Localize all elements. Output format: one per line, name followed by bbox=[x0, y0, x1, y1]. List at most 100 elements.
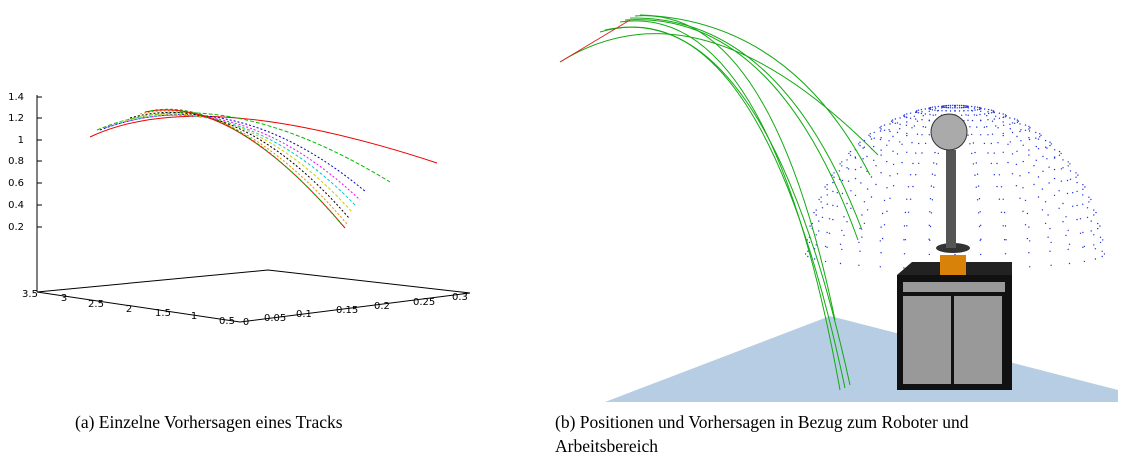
dome-point bbox=[1080, 233, 1081, 234]
dome-point bbox=[820, 201, 821, 202]
dome-point bbox=[961, 115, 962, 116]
dome-point bbox=[988, 113, 989, 114]
dome-point bbox=[899, 141, 900, 142]
dome-point bbox=[1062, 203, 1063, 204]
dome-point bbox=[1088, 197, 1089, 198]
dome-point bbox=[972, 110, 973, 111]
dome-point bbox=[950, 110, 951, 111]
dome-point bbox=[827, 204, 828, 205]
dome-point bbox=[963, 107, 964, 108]
dome-point bbox=[997, 142, 998, 143]
dome-point bbox=[809, 242, 810, 243]
dome-point bbox=[846, 159, 847, 160]
dome-point bbox=[859, 228, 860, 229]
dome-point bbox=[1007, 144, 1008, 145]
dome-point bbox=[859, 251, 860, 252]
dome-point bbox=[841, 230, 842, 231]
dome-point bbox=[984, 127, 985, 128]
dome-point bbox=[1050, 265, 1051, 266]
dome-point bbox=[905, 212, 906, 213]
dome-point bbox=[1020, 140, 1021, 141]
dome-point bbox=[980, 111, 981, 112]
dome-point bbox=[1082, 184, 1083, 185]
caption-a: (a) Einzelne Vorhersagen eines Tracks bbox=[75, 412, 343, 433]
dome-point bbox=[1082, 204, 1083, 205]
dome-point bbox=[880, 130, 881, 131]
dome-point bbox=[826, 247, 827, 248]
dome-point bbox=[1010, 141, 1011, 142]
dome-point bbox=[899, 128, 900, 129]
dome-point bbox=[930, 198, 931, 199]
dome-point bbox=[979, 114, 980, 115]
dome-point bbox=[914, 125, 915, 126]
dome-point bbox=[1003, 135, 1004, 136]
dome-point bbox=[991, 163, 992, 164]
dome-point bbox=[921, 111, 922, 112]
dome-point bbox=[918, 143, 919, 144]
dome-point bbox=[1102, 251, 1103, 252]
dome-point bbox=[1027, 238, 1028, 239]
dome-point bbox=[837, 206, 838, 207]
dome-point bbox=[1028, 126, 1029, 127]
dome-point bbox=[978, 185, 979, 186]
dome-point bbox=[1104, 253, 1105, 254]
dome-point bbox=[814, 258, 815, 259]
dome-point bbox=[1061, 181, 1062, 182]
z-tick-label: 1.4 bbox=[8, 92, 24, 103]
dome-point bbox=[1072, 206, 1073, 207]
z-tick-label: 0.2 bbox=[8, 222, 24, 233]
dome-point bbox=[986, 126, 987, 127]
dome-point bbox=[915, 152, 916, 153]
panel-a-plot: 1.41.210.80.60.40.23.532.521.510.500.050… bbox=[8, 92, 470, 328]
dome-point bbox=[963, 110, 964, 111]
dome-point bbox=[950, 105, 951, 106]
base-back bbox=[37, 270, 470, 293]
dome-point bbox=[921, 119, 922, 120]
dome-point bbox=[1048, 167, 1049, 168]
dome-point bbox=[1025, 224, 1026, 225]
dome-point bbox=[974, 175, 975, 176]
dome-point bbox=[1100, 237, 1101, 238]
dome-point bbox=[841, 161, 842, 162]
dome-point bbox=[1048, 182, 1049, 183]
dome-point bbox=[850, 208, 851, 209]
dome-point bbox=[1039, 136, 1040, 137]
dome-point bbox=[1084, 246, 1085, 247]
dome-point bbox=[908, 212, 909, 213]
dome-point bbox=[870, 136, 871, 137]
dome-point bbox=[1014, 123, 1015, 124]
dome-point bbox=[912, 163, 913, 164]
x-tick-label: 3 bbox=[61, 293, 67, 304]
dome-point bbox=[891, 121, 892, 122]
dome-point bbox=[1020, 129, 1021, 130]
dome-point bbox=[884, 124, 885, 125]
dome-point bbox=[973, 163, 974, 164]
dome-point bbox=[980, 225, 981, 226]
z-tick-label: 0.6 bbox=[8, 178, 24, 189]
dome-point bbox=[959, 105, 960, 106]
dome-point bbox=[1097, 223, 1098, 224]
dome-point bbox=[1087, 207, 1088, 208]
dome-point bbox=[1070, 179, 1071, 180]
dome-point bbox=[973, 142, 974, 143]
dome-point bbox=[977, 107, 978, 108]
dome-point bbox=[888, 129, 889, 130]
dome-point bbox=[904, 225, 905, 226]
dome-point bbox=[1038, 138, 1039, 139]
dome-point bbox=[929, 108, 930, 109]
dome-point bbox=[825, 246, 826, 247]
dome-point bbox=[893, 185, 894, 186]
dome-point bbox=[855, 157, 856, 158]
dome-point bbox=[987, 152, 988, 153]
dome-point bbox=[1016, 164, 1017, 165]
dome-point bbox=[855, 195, 856, 196]
dome-point bbox=[980, 107, 981, 108]
dome-point bbox=[994, 118, 995, 119]
dome-point bbox=[964, 105, 965, 106]
dome-point bbox=[1049, 145, 1050, 146]
dome-point bbox=[934, 109, 935, 110]
dome-point bbox=[925, 127, 926, 128]
dome-point bbox=[841, 249, 842, 250]
dome-point bbox=[1062, 221, 1063, 222]
dome-point bbox=[859, 145, 860, 146]
